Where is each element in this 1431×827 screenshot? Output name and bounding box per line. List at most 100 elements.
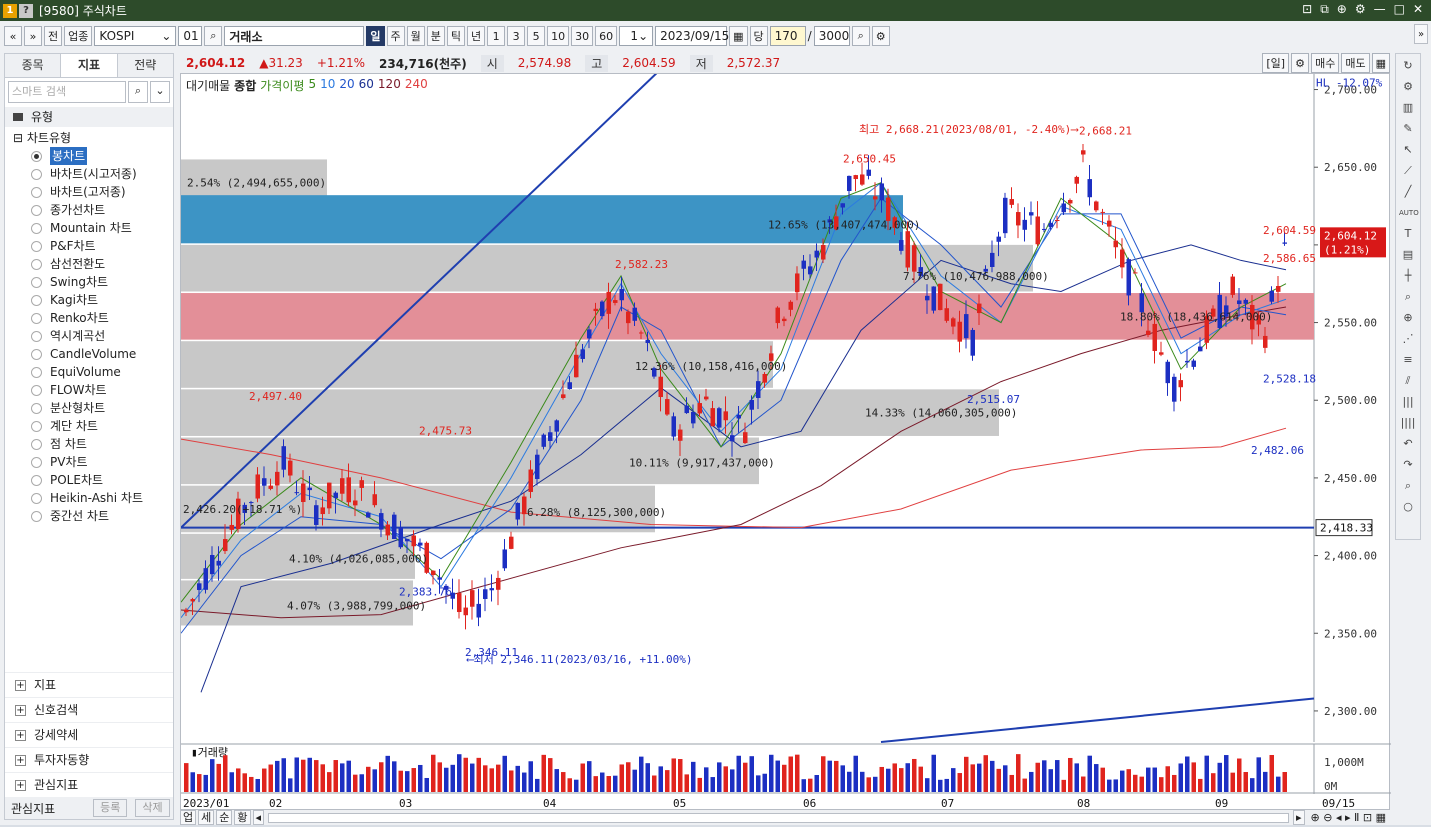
radio-icon[interactable] [31, 402, 42, 414]
legend-combined[interactable]: 종합 [234, 79, 257, 93]
period-month-button[interactable]: 월 [406, 26, 425, 46]
code-input[interactable]: 01 [178, 26, 203, 46]
tab-indicator[interactable]: 지표 [61, 54, 118, 77]
radio-icon[interactable] [31, 168, 42, 180]
radio-icon[interactable] [31, 240, 42, 252]
chart-type-item[interactable]: Heikin-Ashi 차트 [13, 489, 173, 507]
exchange-field[interactable]: 거래소 [224, 26, 365, 46]
market-type-button[interactable]: 업종 [64, 26, 93, 46]
zoom-in-icon[interactable]: ⊕ [1403, 311, 1413, 324]
close-icon[interactable]: ✕ [1412, 2, 1423, 16]
nav-prev-button[interactable]: « [4, 26, 22, 46]
search-icon[interactable]: ⌕ [1404, 479, 1412, 492]
link-icon[interactable]: ⊕ [1336, 2, 1347, 16]
fibonacci-icon[interactable]: ≡ [1403, 353, 1413, 366]
date-input[interactable]: 2023/09/15 [655, 26, 729, 46]
pin-icon[interactable]: ⊡ [1302, 2, 1313, 16]
radio-icon[interactable] [31, 438, 42, 450]
radio-icon[interactable] [31, 420, 42, 432]
channel-icon[interactable]: ⫽ [1405, 374, 1411, 387]
group-indicator[interactable]: + 지표 [5, 672, 173, 697]
chart-type-item[interactable]: 역시계곡선 [13, 327, 173, 345]
interval-3-button[interactable]: 3 [507, 26, 526, 46]
radio-icon[interactable] [31, 330, 42, 342]
chart-type-item[interactable]: 분산형차트 [13, 399, 173, 417]
total-count-input[interactable]: 3000 [813, 26, 850, 46]
count-stepper[interactable]: 1 ⌄ [619, 26, 654, 46]
interval-60-button[interactable]: 60 [595, 26, 618, 46]
view-count-input[interactable]: 170 [769, 26, 806, 46]
radio-icon[interactable] [31, 366, 42, 378]
legend-ma-label[interactable]: 가격이평 [260, 79, 305, 93]
pen-icon[interactable]: ✎ [1403, 122, 1413, 135]
chart-type-item[interactable]: 바차트(고저종) [13, 183, 173, 201]
candle-icon[interactable]: ┼ [1404, 269, 1412, 282]
radio-icon[interactable] [31, 186, 42, 198]
chart-type-item[interactable]: Mountain 차트 [13, 219, 173, 237]
search-icon[interactable]: ⌕ [128, 81, 148, 103]
interval-1-button[interactable]: 1 [487, 26, 506, 46]
radio-icon[interactable] [31, 312, 42, 324]
cycle-icon[interactable]: ||| [1402, 395, 1414, 408]
tab-stock[interactable]: 종목 [5, 54, 62, 77]
chart-icon[interactable]: ▥ [1402, 101, 1414, 114]
radio-icon[interactable] [31, 258, 42, 270]
interval-5-button[interactable]: 5 [527, 26, 546, 46]
toolbar-scroll-right[interactable]: » [1414, 24, 1428, 44]
settings-icon[interactable]: ⚙ [1291, 53, 1310, 73]
chart-type-item[interactable]: 바차트(시고저종) [13, 165, 173, 183]
settings-icon[interactable]: ⚙ [871, 26, 890, 46]
tab-strategy[interactable]: 전략 [134, 58, 157, 72]
radio-icon[interactable] [31, 348, 42, 360]
radio-icon[interactable] [31, 150, 42, 162]
help-icon[interactable]: ? [19, 3, 33, 18]
price-chart-svg[interactable]: 2,700.002,650.002,600.002,550.002,500.00… [180, 70, 1391, 824]
zoom-icon[interactable]: ⌕ [851, 26, 870, 46]
group-investor[interactable]: + 투자자동향 [5, 747, 173, 772]
period-week-button[interactable]: 주 [386, 26, 405, 46]
dang-button[interactable]: 당 [749, 26, 768, 46]
scroll-track[interactable] [268, 812, 1289, 823]
interval-10-button[interactable]: 10 [547, 26, 570, 46]
chart-type-item[interactable]: Swing차트 [13, 273, 173, 291]
chevron-down-icon[interactable]: ⌄ [150, 81, 170, 103]
chart-type-item[interactable]: FLOW차트 [13, 381, 173, 399]
chart-type-item[interactable]: 점 차트 [13, 435, 173, 453]
period-tick-button[interactable]: 틱 [446, 26, 465, 46]
chart-type-item[interactable]: 종가선차트 [13, 201, 173, 219]
bottom-btn-3[interactable]: 순 [216, 810, 233, 825]
magnifier-icon[interactable]: ⌕ [1404, 290, 1412, 303]
smart-search-input[interactable]: 스마트 검색 [8, 81, 126, 103]
cursor-icon[interactable]: ↖ [1403, 143, 1413, 156]
radio-icon[interactable] [31, 456, 42, 468]
calendar-icon[interactable]: ▦ [729, 26, 748, 46]
grid-icon[interactable]: ▦ [1371, 53, 1390, 73]
radio-icon[interactable] [31, 474, 42, 486]
period-icon[interactable]: |||| [1400, 416, 1416, 429]
scroll-right-icon[interactable]: ▸ [1292, 810, 1305, 825]
chart-type-item[interactable]: EquiVolume [13, 363, 173, 381]
radio-icon[interactable] [31, 222, 42, 234]
radio-icon[interactable] [31, 276, 42, 288]
period-year-button[interactable]: 년 [467, 26, 486, 46]
chart-area[interactable]: 2,700.002,650.002,600.002,550.002,500.00… [180, 70, 1391, 824]
delete-button[interactable]: 삭제 [135, 799, 170, 817]
legend-volume-profile[interactable]: 대기매물 [186, 79, 231, 93]
chart-type-item[interactable]: POLE차트 [13, 471, 173, 489]
chart-scroll-bar[interactable]: 업 세 순 황 ◂ ▸ ⊕ ⊖ ◂ ▸ Ⅱ ⊡ ▦ [180, 809, 1390, 825]
maximize-icon[interactable]: □ [1393, 2, 1405, 16]
period-minute-button[interactable]: 분 [426, 26, 445, 46]
prev-button[interactable]: 전 [44, 26, 63, 46]
chart-type-item[interactable]: 봉차트 [13, 147, 173, 165]
chart-type-item[interactable]: CandleVolume [13, 345, 173, 363]
search-icon[interactable]: ⌕ [204, 26, 223, 46]
radio-icon[interactable] [31, 294, 42, 306]
gear-icon[interactable]: ⚙ [1403, 80, 1413, 93]
pattern-icon[interactable]: ▤ [1402, 248, 1414, 261]
bottom-btn-1[interactable]: 업 [180, 810, 197, 825]
chart-type-item[interactable]: 중간선 차트 [13, 507, 173, 525]
refresh-icon[interactable]: ↻ [1403, 59, 1413, 72]
nav-next-button[interactable]: » [24, 26, 42, 46]
section-type[interactable]: 유형 [5, 107, 173, 127]
buy-button[interactable]: 매수 [1311, 53, 1340, 73]
